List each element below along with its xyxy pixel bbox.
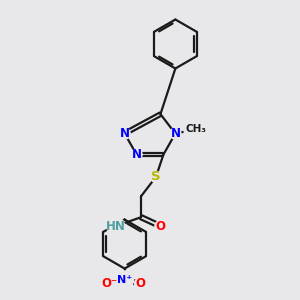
Text: N: N xyxy=(132,148,142,161)
Circle shape xyxy=(150,171,161,182)
Text: N: N xyxy=(120,127,130,140)
Text: N: N xyxy=(170,127,180,140)
Text: O: O xyxy=(155,220,166,232)
Text: O⁻: O⁻ xyxy=(101,277,117,290)
Circle shape xyxy=(107,217,124,235)
Text: S: S xyxy=(151,170,161,183)
Circle shape xyxy=(184,117,209,142)
Circle shape xyxy=(155,220,166,232)
Circle shape xyxy=(131,149,142,160)
Text: O: O xyxy=(135,277,145,290)
Circle shape xyxy=(116,271,134,289)
Circle shape xyxy=(135,278,146,289)
Circle shape xyxy=(119,128,130,139)
Circle shape xyxy=(170,128,181,139)
Circle shape xyxy=(100,274,118,292)
Text: N⁺: N⁺ xyxy=(117,275,132,285)
Text: CH₃: CH₃ xyxy=(186,124,207,134)
Text: HN: HN xyxy=(106,220,126,232)
